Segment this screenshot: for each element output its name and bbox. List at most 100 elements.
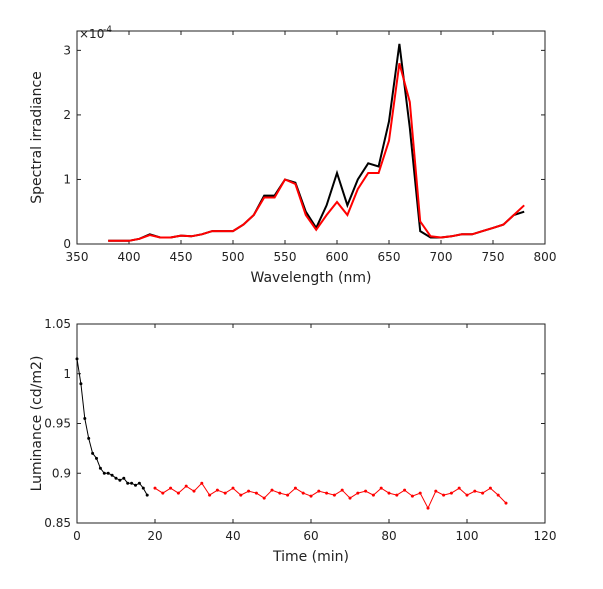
data-point — [91, 451, 95, 455]
x-axis-label: Wavelength (nm) — [251, 270, 372, 286]
data-point — [169, 486, 173, 490]
data-point — [418, 491, 422, 495]
data-point — [340, 488, 344, 492]
data-point — [114, 476, 118, 480]
data-point — [426, 506, 430, 510]
data-point — [403, 488, 407, 492]
x-tick-label: 80 — [381, 529, 396, 543]
data-point — [278, 491, 282, 495]
x-tick-label: 600 — [326, 250, 349, 264]
data-point — [317, 489, 321, 493]
y-scale-power: -4 — [103, 25, 112, 35]
data-point — [442, 493, 446, 497]
x-tick-label: 20 — [147, 529, 162, 543]
data-point — [98, 466, 102, 470]
data-point — [481, 491, 485, 495]
data-point — [449, 491, 453, 495]
data-point — [364, 489, 368, 493]
data-point — [106, 471, 110, 475]
y-tick-label: 1 — [63, 367, 71, 381]
x-tick-label: 120 — [534, 529, 557, 543]
x-tick-label: 700 — [430, 250, 453, 264]
data-point — [118, 478, 122, 482]
data-point — [200, 481, 204, 485]
x-tick-label: 800 — [534, 250, 557, 264]
y-axis-label: Luminance (cd/m2) — [29, 356, 45, 492]
data-point — [83, 417, 87, 421]
data-point — [141, 486, 145, 490]
data-point — [387, 491, 391, 495]
x-tick-label: 650 — [378, 250, 401, 264]
x-tick-label: 400 — [118, 250, 141, 264]
data-point — [410, 494, 414, 498]
series-line — [108, 43, 525, 242]
data-point — [395, 493, 399, 497]
data-point — [457, 486, 461, 490]
data-point — [379, 486, 383, 490]
x-tick-label: 750 — [482, 250, 505, 264]
series-line — [154, 482, 507, 510]
data-point — [270, 488, 274, 492]
data-point — [286, 493, 290, 497]
data-point — [161, 491, 165, 495]
data-point — [231, 486, 235, 490]
data-point — [192, 489, 196, 493]
data-point — [79, 382, 83, 386]
data-point — [126, 481, 130, 485]
y-axis-label: Spectral irradiance — [29, 71, 45, 204]
data-point — [434, 489, 438, 493]
data-point — [371, 493, 375, 497]
data-point — [130, 481, 134, 485]
data-point — [137, 481, 141, 485]
data-point — [473, 489, 477, 493]
y-tick-label: 0 — [63, 237, 71, 251]
series-line — [108, 63, 525, 242]
data-point — [215, 488, 219, 492]
data-point — [153, 486, 157, 490]
data-point — [496, 493, 500, 497]
y-scale-label: ×10 — [79, 27, 104, 41]
data-point — [223, 491, 227, 495]
x-tick-label: 500 — [222, 250, 245, 264]
data-point — [134, 483, 137, 487]
data-point — [87, 436, 91, 440]
y-tick-label: 2 — [63, 108, 71, 122]
data-point — [75, 357, 79, 361]
y-tick-label: 0.9 — [52, 466, 71, 480]
data-point — [239, 493, 243, 497]
x-tick-label: 100 — [456, 529, 479, 543]
data-point — [465, 493, 469, 497]
x-tick-label: 0 — [73, 529, 81, 543]
plot-area — [76, 323, 546, 524]
data-point — [262, 496, 266, 500]
data-point — [254, 491, 258, 495]
data-point — [208, 493, 212, 497]
data-point — [332, 493, 336, 497]
data-point — [184, 484, 188, 488]
data-point — [504, 501, 508, 505]
data-point — [110, 473, 114, 477]
data-point — [488, 486, 492, 490]
data-point — [325, 491, 329, 495]
data-point — [145, 493, 149, 497]
data-point — [247, 489, 251, 493]
data-point — [293, 486, 297, 490]
plot-area — [76, 30, 546, 245]
y-tick-label: 1.05 — [44, 317, 71, 331]
data-point — [356, 491, 360, 495]
data-point — [301, 491, 305, 495]
y-tick-label: 0.85 — [44, 516, 71, 530]
y-tick-label: 3 — [63, 43, 71, 57]
y-tick-label: 0.95 — [44, 417, 71, 431]
data-point — [348, 496, 352, 500]
y-tick-label: 1 — [63, 172, 71, 186]
data-point — [122, 476, 126, 480]
data-point — [95, 456, 98, 460]
x-tick-label: 60 — [303, 529, 318, 543]
data-point — [176, 491, 180, 495]
x-tick-label: 450 — [170, 250, 193, 264]
x-axis-label: Time (min) — [272, 549, 349, 565]
data-point — [309, 494, 313, 498]
x-tick-label: 350 — [66, 250, 89, 264]
